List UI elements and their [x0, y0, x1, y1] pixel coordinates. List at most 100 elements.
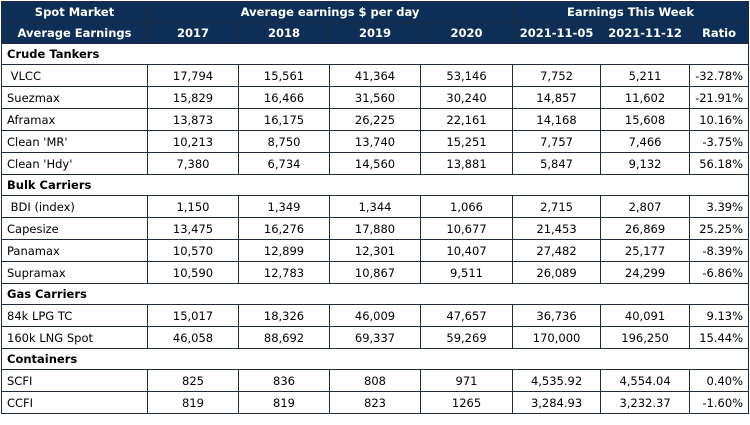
section-row: Crude Tankers [0, 43, 750, 65]
value-cell: 1,349 [238, 195, 330, 218]
ratio-cell: -1.60% [689, 391, 750, 414]
spot-market-header: Spot Market [1, 1, 148, 23]
section-title: Containers [0, 348, 750, 370]
ratio-cell: 25.25% [689, 217, 750, 240]
value-cell: 9,132 [600, 152, 691, 175]
table-row: 160k LNG Spot 46,058 88,692 69,337 59,269 170… [1, 326, 750, 349]
row-label: 84k LPG TC [1, 304, 148, 327]
value-cell: 15,017 [147, 304, 239, 327]
value-cell: 25,177 [600, 239, 691, 262]
value-cell: 971 [419, 369, 514, 392]
value-cell: 15,608 [600, 108, 691, 131]
value-cell: 10,677 [419, 217, 514, 240]
value-cell: 825 [147, 369, 239, 392]
value-cell: 16,466 [238, 86, 330, 109]
value-cell: 18,326 [238, 304, 330, 327]
value-cell: 7,752 [512, 64, 602, 87]
value-cell: 17,794 [147, 64, 239, 87]
value-cell: 9,511 [419, 261, 514, 284]
spot-market-table: Spot Market Average earnings $ per day E… [0, 1, 750, 414]
row-label: Capesize [1, 217, 148, 240]
table-row: CCFI 819 819 823 1265 3,284.93 3,232.37 -1.60% [1, 391, 750, 414]
table-row: Clean 'MR' 10,213 8,750 13,740 15,251 7,757 7,… [1, 130, 750, 153]
section-title: Gas Carriers [0, 283, 750, 305]
value-cell: 15,251 [419, 130, 514, 153]
row-label: Panamax [1, 239, 148, 262]
value-cell: 2,807 [600, 195, 691, 218]
value-cell: 30,240 [419, 86, 514, 109]
value-cell: 10,570 [147, 239, 239, 262]
ratio-cell: -6.86% [689, 261, 750, 284]
ratio-cell: -32.78% [689, 64, 750, 87]
row-label: VLCC [1, 64, 148, 87]
table-row: BDI (index) 1,150 1,349 1,344 1,066 2,715 2,80… [1, 195, 750, 218]
table-row: SCFI 825 836 808 971 4,535.92 4,554.04 0.40% [1, 369, 750, 392]
col-header-ratio: Ratio [689, 22, 750, 44]
table-row: Clean 'Hdy' 7,380 6,734 14,560 13,881 5,847 9,… [1, 152, 750, 175]
value-cell: 53,146 [419, 64, 514, 87]
value-cell: 15,829 [147, 86, 239, 109]
value-cell: 22,161 [419, 108, 514, 131]
ratio-cell: -8.39% [689, 239, 750, 262]
value-cell: 59,269 [419, 326, 514, 349]
value-cell: 36,736 [512, 304, 602, 327]
row-label: Suezmax [1, 86, 148, 109]
value-cell: 1,344 [329, 195, 421, 218]
table-row: Supramax 10,590 12,783 10,867 9,511 26,089 24,… [1, 261, 750, 284]
value-cell: 40,091 [600, 304, 691, 327]
section-row: Containers [0, 348, 750, 370]
value-cell: 823 [329, 391, 421, 414]
section-title: Bulk Carriers [0, 174, 750, 196]
ratio-cell: 56.18% [689, 152, 750, 175]
value-cell: 14,168 [512, 108, 602, 131]
average-per-day-header: Average earnings $ per day [146, 1, 514, 23]
row-label: Supramax [1, 261, 148, 284]
value-cell: 17,880 [329, 217, 421, 240]
header-row-1: Spot Market Average earnings $ per day E… [1, 1, 750, 23]
value-cell: 41,364 [329, 64, 421, 87]
value-cell: 14,560 [329, 152, 421, 175]
value-cell: 24,299 [600, 261, 691, 284]
value-cell: 2,715 [512, 195, 602, 218]
value-cell: 12,783 [238, 261, 330, 284]
row-label: Clean 'Hdy' [1, 152, 148, 175]
col-header-week-1: 2021-11-05 [512, 22, 602, 44]
value-cell: 170,000 [512, 326, 602, 349]
row-label: CCFI [1, 391, 148, 414]
value-cell: 16,175 [238, 108, 330, 131]
value-cell: 11,602 [600, 86, 691, 109]
value-cell: 5,211 [600, 64, 691, 87]
ratio-cell: -3.75% [689, 130, 750, 153]
value-cell: 10,867 [329, 261, 421, 284]
table-row: Aframax 13,873 16,175 26,225 22,161 14,168 15,… [1, 108, 750, 131]
row-label: SCFI [1, 369, 148, 392]
row-label: Aframax [1, 108, 148, 131]
value-cell: 47,657 [419, 304, 514, 327]
value-cell: 26,225 [329, 108, 421, 131]
ratio-cell: -21.91% [689, 86, 750, 109]
value-cell: 16,276 [238, 217, 330, 240]
value-cell: 26,089 [512, 261, 602, 284]
value-cell: 10,590 [147, 261, 239, 284]
ratio-cell: 9.13% [689, 304, 750, 327]
value-cell: 13,873 [147, 108, 239, 131]
section-row: Bulk Carriers [0, 174, 750, 196]
value-cell: 4,554.04 [600, 369, 691, 392]
row-label: 160k LNG Spot [1, 326, 148, 349]
value-cell: 5,847 [512, 152, 602, 175]
value-cell: 1,150 [147, 195, 239, 218]
value-cell: 6,734 [238, 152, 330, 175]
value-cell: 21,453 [512, 217, 602, 240]
ratio-cell: 3.39% [689, 195, 750, 218]
table-row: 84k LPG TC 15,017 18,326 46,009 47,657 36,736… [1, 304, 750, 327]
value-cell: 13,740 [329, 130, 421, 153]
value-cell: 13,881 [419, 152, 514, 175]
value-cell: 1265 [419, 391, 514, 414]
value-cell: 7,757 [512, 130, 602, 153]
ratio-cell: 10.16% [689, 108, 750, 131]
value-cell: 836 [238, 369, 330, 392]
col-header-2019: 2019 [329, 22, 421, 44]
value-cell: 10,213 [147, 130, 239, 153]
value-cell: 4,535.92 [512, 369, 602, 392]
value-cell: 88,692 [238, 326, 330, 349]
